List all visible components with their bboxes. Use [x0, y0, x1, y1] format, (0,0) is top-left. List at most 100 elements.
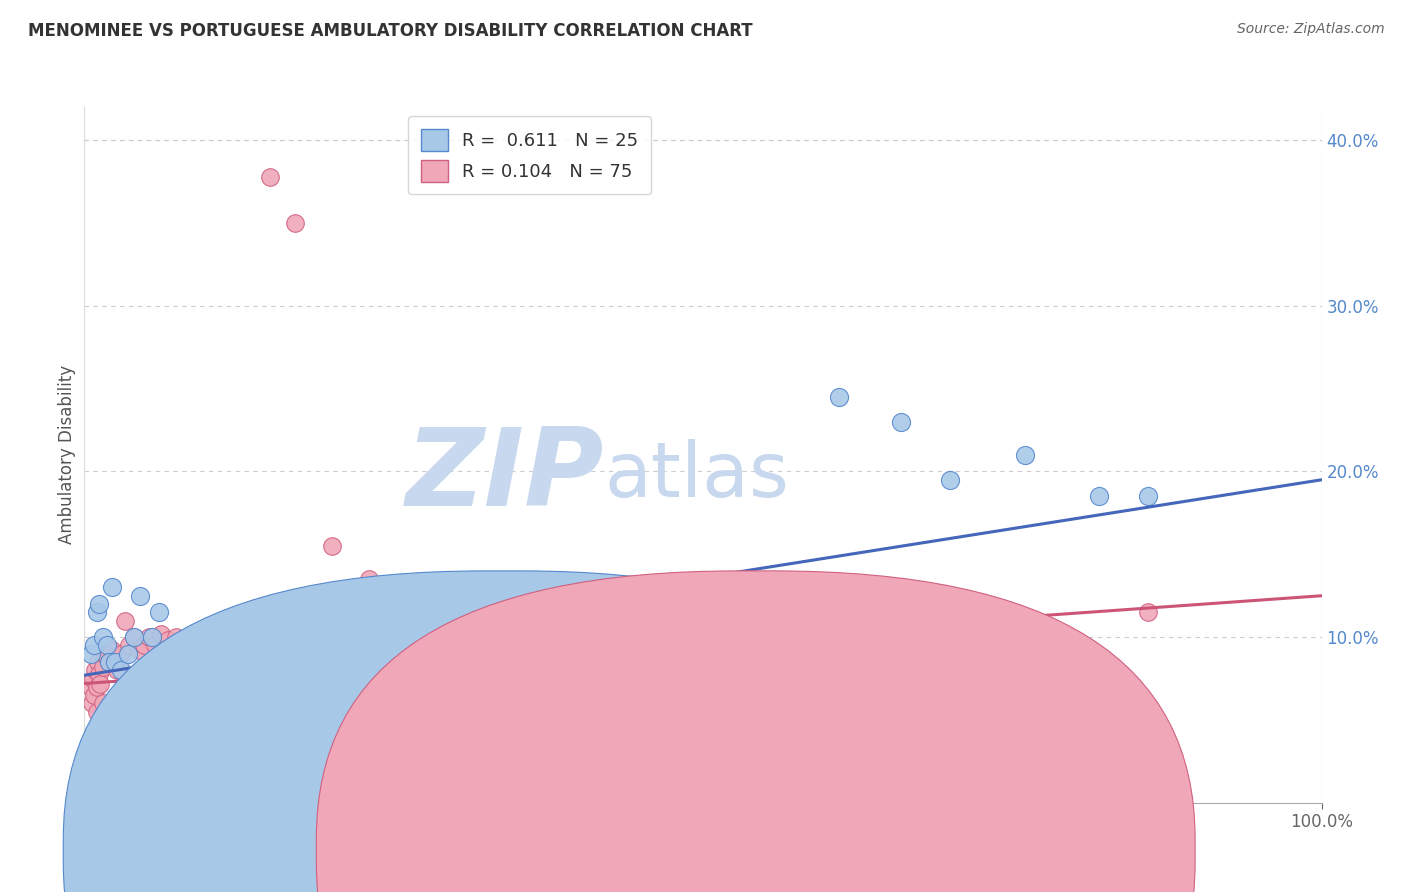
Legend: R =  0.611   N = 25, R = 0.104   N = 75: R = 0.611 N = 25, R = 0.104 N = 75 [408, 116, 651, 194]
Point [96, 639, 118, 653]
Point [264, 643, 287, 657]
Text: Menominee: Menominee [534, 842, 631, 860]
Point [1088, 489, 1111, 503]
Point [82, 672, 104, 686]
Point [444, 693, 467, 707]
Point [1014, 448, 1036, 462]
Point [86, 605, 108, 619]
Point [84, 663, 107, 677]
Point [259, 169, 281, 184]
Point [83, 688, 105, 702]
Point [419, 660, 441, 674]
Point [104, 693, 127, 707]
Point [1137, 489, 1160, 503]
Text: atlas: atlas [605, 439, 789, 513]
Point [157, 633, 180, 648]
Point [444, 653, 467, 667]
Point [79, 680, 101, 694]
Text: ZIP: ZIP [406, 423, 605, 529]
Point [79, 647, 101, 661]
Point [790, 672, 813, 686]
Point [1137, 605, 1160, 619]
Point [138, 630, 160, 644]
Point [114, 614, 136, 628]
Point [103, 650, 125, 665]
Point [100, 643, 122, 657]
Point [519, 660, 541, 674]
Point [543, 683, 565, 698]
Point [91, 660, 114, 674]
Point [129, 589, 152, 603]
Point [357, 572, 380, 586]
Point [117, 688, 139, 702]
Point [93, 647, 115, 661]
Point [395, 688, 418, 702]
Point [86, 680, 108, 694]
Point [80, 697, 103, 711]
Point [122, 693, 145, 707]
Point [939, 473, 962, 487]
Point [148, 697, 170, 711]
Point [110, 697, 132, 711]
Point [290, 643, 312, 657]
Y-axis label: Ambulatory Disability: Ambulatory Disability [58, 366, 76, 544]
Point [128, 643, 150, 657]
Point [89, 666, 111, 681]
Point [132, 639, 155, 653]
Point [89, 676, 111, 690]
Point [160, 705, 183, 719]
Text: MENOMINEE VS PORTUGUESE AMBULATORY DISABILITY CORRELATION CHART: MENOMINEE VS PORTUGUESE AMBULATORY DISAB… [28, 22, 752, 40]
Point [86, 705, 108, 719]
Point [122, 630, 145, 644]
Point [141, 630, 163, 644]
Point [222, 705, 245, 719]
Point [83, 639, 105, 653]
Point [110, 647, 132, 661]
Text: Source: ZipAtlas.com: Source: ZipAtlas.com [1237, 22, 1385, 37]
Point [630, 699, 652, 714]
Point [91, 697, 114, 711]
Point [321, 539, 343, 553]
Point [209, 716, 232, 731]
Point [593, 705, 616, 719]
Point [98, 655, 121, 669]
Point [104, 655, 127, 669]
Point [172, 716, 194, 731]
Point [253, 650, 276, 665]
Point [240, 633, 263, 648]
Point [302, 650, 325, 665]
Point [197, 713, 219, 727]
Point [470, 660, 492, 674]
Point [143, 639, 166, 653]
Point [228, 639, 250, 653]
Point [96, 650, 118, 665]
Text: Portuguese: Portuguese [787, 842, 882, 860]
Point [172, 672, 194, 686]
Point [172, 650, 194, 665]
Point [352, 650, 374, 665]
Point [110, 663, 132, 677]
Point [284, 216, 307, 230]
Point [187, 650, 209, 665]
Point [105, 663, 128, 677]
Point [207, 633, 229, 648]
Point [150, 627, 173, 641]
Point [117, 647, 139, 661]
Point [135, 705, 157, 719]
Point [333, 643, 356, 657]
Point [165, 630, 187, 644]
Point [370, 655, 392, 669]
Point [184, 709, 207, 723]
Point [89, 597, 111, 611]
Point [118, 639, 141, 653]
Point [122, 630, 145, 644]
Point [217, 627, 239, 641]
Point [148, 605, 170, 619]
Point [494, 653, 516, 667]
Point [233, 713, 256, 727]
Point [100, 581, 122, 595]
Point [890, 415, 912, 429]
Point [197, 643, 219, 657]
Point [87, 655, 110, 669]
Point [277, 633, 299, 648]
